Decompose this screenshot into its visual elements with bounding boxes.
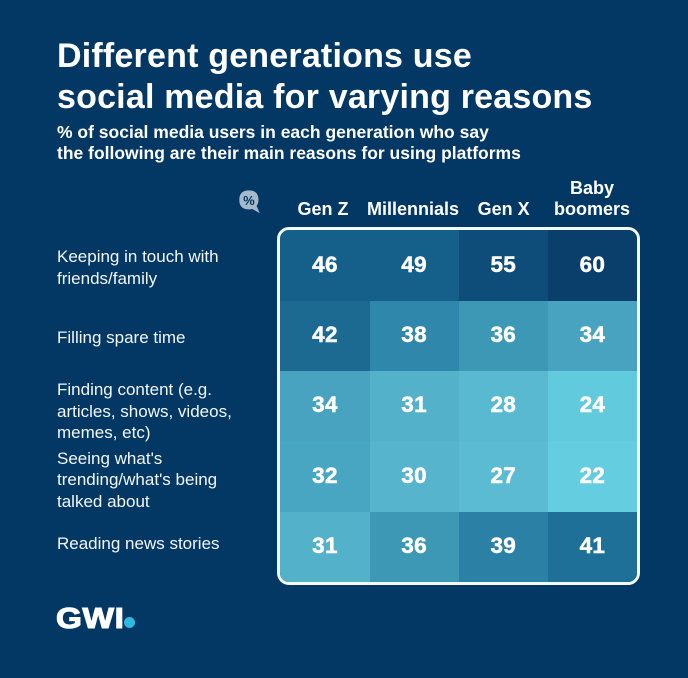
svg-text:%: % (243, 192, 255, 207)
